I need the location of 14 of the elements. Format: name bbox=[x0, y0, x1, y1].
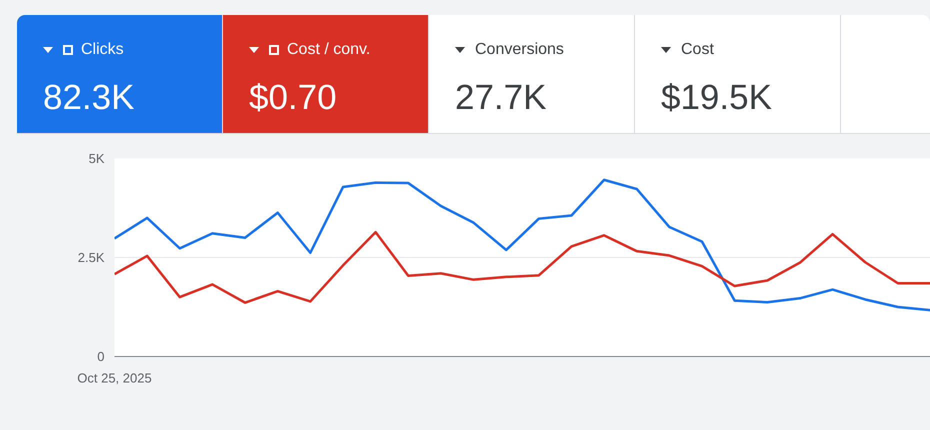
text: Cost bbox=[680, 40, 715, 60]
y-tick-label: 5K bbox=[88, 151, 105, 166]
text: Conversions bbox=[474, 40, 565, 60]
legend-label: Cost / conv. bbox=[286, 40, 372, 60]
legend-label: Clicks bbox=[80, 40, 125, 60]
text: $19.5K bbox=[661, 77, 773, 119]
line-series bbox=[114, 230, 930, 304]
y-tick-label: 0 bbox=[97, 349, 105, 364]
y-tick-label: 2.5K bbox=[78, 250, 105, 265]
x-tick-label: Oct 25, 2025 bbox=[77, 370, 152, 386]
line-series bbox=[114, 178, 930, 312]
text: 82.3K bbox=[43, 77, 136, 119]
text: 27.7K bbox=[455, 77, 548, 119]
text: $0.70 bbox=[249, 77, 338, 119]
